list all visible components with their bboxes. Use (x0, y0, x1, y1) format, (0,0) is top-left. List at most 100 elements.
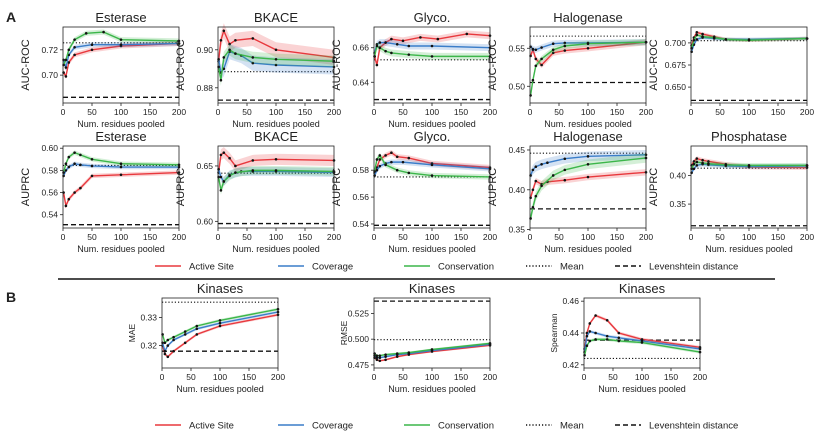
coverage-point (540, 163, 543, 166)
y-tick-label: 0.40 (669, 171, 686, 181)
chart-glyco-auprc: 0 50 100 150 200 0.54 0.56 0.58 Glyco. Num. resid… (331, 129, 497, 254)
legend-label-lev: Levenshtein distance (649, 421, 738, 432)
coverage-point (64, 66, 68, 69)
x-tick-label: 150 (143, 232, 157, 242)
chart-bkace-auc: 0 50 100 150 200 0.88 0.90 BKACE Num. residues p… (175, 10, 341, 129)
axes-frame (161, 297, 279, 369)
active_site-point (605, 318, 609, 322)
conservation-point (605, 338, 609, 341)
y-axis-label: AUC-ROC (175, 39, 187, 90)
active_site-series-line (217, 28, 335, 62)
x-tick-label: 200 (639, 107, 653, 117)
chart-kinases-mae: 0 50 100 150 200 0.32 0.33 Kinases Num. residues… (127, 281, 285, 394)
x-tick-label: 200 (693, 372, 707, 382)
active_site-point (274, 157, 278, 161)
y-tick-label: 0.44 (562, 328, 579, 338)
x-tick-label: 50 (608, 372, 618, 382)
x-tick-label: 0 (372, 232, 377, 242)
coverage-point (586, 155, 590, 158)
conservation-point (218, 319, 222, 322)
legend-label-active_site: Active Site (189, 262, 234, 273)
conservation-point (695, 160, 699, 164)
y-axis-label: AUPRC (175, 168, 187, 207)
legends-layer: Active Site Coverage Conservation Mean Leven… (155, 262, 738, 432)
x-tick-label: 0 (582, 372, 587, 382)
y-tick-label: 0.675 (665, 60, 687, 70)
active_site-point (586, 175, 590, 179)
conservation-point (274, 169, 278, 172)
conservation-point (531, 78, 535, 82)
section-label-a: A (6, 9, 16, 25)
conservation-point (594, 338, 597, 341)
chart-title: BKACE (254, 129, 298, 144)
active_site-point (219, 39, 223, 42)
conservation-point (375, 158, 379, 161)
active_site-point (183, 341, 187, 345)
active_site-point (90, 174, 94, 178)
conservation-point (540, 57, 543, 61)
active_site-point (585, 331, 589, 335)
conservation-point (378, 354, 382, 357)
legend-label-mean: Mean (560, 262, 584, 273)
coverage-point (90, 43, 94, 47)
active_site-point (407, 156, 411, 160)
x-tick-label: 50 (242, 232, 252, 242)
conservation-point (119, 162, 123, 166)
x-tick-label: 50 (242, 107, 252, 117)
conservation-point (384, 353, 387, 356)
chart-title: BKACE (254, 10, 298, 25)
active_site-band (218, 147, 334, 179)
active_site-point (465, 32, 469, 36)
active_site-point (695, 157, 699, 160)
active_site-point (692, 160, 696, 163)
coverage-point (692, 167, 696, 171)
x-tick-label: 200 (327, 107, 341, 117)
active_site-band (530, 39, 646, 69)
active_site-point (531, 188, 535, 192)
conservation-point (724, 163, 728, 167)
active_site-point (384, 154, 387, 157)
conservation-series-line (217, 48, 335, 81)
active_site-point (251, 159, 255, 162)
coverage-point (594, 331, 597, 335)
x-axis-label: Num. residues pooled (232, 119, 320, 129)
conservation-point (73, 151, 76, 154)
x-tick-label: 100 (581, 232, 595, 242)
chart-title: Halogenase (553, 10, 622, 25)
axes-frame (690, 145, 808, 229)
coverage-point (384, 41, 387, 44)
conservation-point (219, 78, 223, 82)
conservation-point (747, 164, 751, 167)
coverage-point (430, 163, 434, 167)
y-axis-label: MAE (127, 323, 137, 342)
x-tick-label: 50 (87, 107, 97, 117)
coverage-point (73, 162, 76, 166)
x-tick-label: 200 (800, 232, 814, 242)
coverage-point (384, 355, 387, 358)
coverage-point (166, 344, 170, 347)
legend-label-lev: Levenshtein distance (649, 262, 738, 273)
active_site-point (64, 204, 68, 208)
coverage-point (64, 169, 68, 172)
y-axis-label: AUC-ROC (648, 39, 660, 90)
x-tick-label: 150 (242, 372, 256, 382)
coverage-point (395, 42, 399, 46)
y-tick-label: 0.650 (665, 82, 687, 92)
conservation-point (251, 169, 255, 172)
conservation-point (90, 157, 94, 161)
x-tick-label: 100 (425, 232, 439, 242)
active_site-point (695, 31, 699, 34)
coverage-point (401, 160, 405, 164)
coverage-point (378, 164, 382, 168)
x-tick-label: 200 (172, 107, 186, 117)
coverage-band (374, 159, 490, 179)
conservation-point (378, 154, 382, 157)
conservation-point (588, 339, 592, 343)
active_site-point (67, 197, 71, 201)
coverage-point (163, 349, 167, 353)
coverage-point (605, 334, 609, 338)
x-tick-label: 50 (554, 107, 564, 117)
conservation-point (79, 153, 82, 157)
coverage-point (430, 44, 434, 48)
active_site-point (73, 53, 76, 57)
